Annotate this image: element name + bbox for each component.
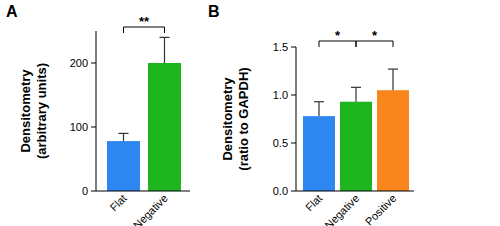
error-bar xyxy=(388,69,398,90)
y-axis-label: Densitometry xyxy=(220,77,235,161)
error-stem xyxy=(123,133,124,141)
y-tick-label: 1.0 xyxy=(273,89,288,101)
error-bar xyxy=(351,87,361,101)
y-tick-label: 200 xyxy=(70,57,88,69)
x-tick-label: Flat xyxy=(303,192,324,213)
y-axis-label: Densitometry xyxy=(18,69,33,153)
error-bar xyxy=(119,133,129,141)
x-tick-label: Negative xyxy=(322,192,361,226)
error-stem xyxy=(164,37,165,63)
error-stem xyxy=(355,87,356,101)
significance-bracket: * xyxy=(319,28,356,47)
y-axis-label: (ratio to GAPDH) xyxy=(236,67,251,170)
error-bar xyxy=(314,102,324,116)
y-tick-label: 1.5 xyxy=(273,41,288,53)
x-axis-line xyxy=(96,191,190,192)
significance-bracket: * xyxy=(356,28,393,47)
y-tick xyxy=(91,63,96,64)
bar xyxy=(148,63,181,191)
error-stem xyxy=(318,102,319,116)
x-tick-label: Flat xyxy=(107,192,128,213)
y-tick xyxy=(291,95,296,96)
significance-label: * xyxy=(372,28,378,43)
panel-label: A xyxy=(6,3,18,20)
error-cap xyxy=(160,37,170,38)
marks xyxy=(107,37,181,191)
error-cap xyxy=(351,87,361,88)
bar xyxy=(377,90,409,191)
panel-label: B xyxy=(208,3,220,20)
y-axis-line xyxy=(296,47,297,191)
marks xyxy=(303,69,409,191)
y-tick xyxy=(91,127,96,128)
significance-bracket: ** xyxy=(124,14,165,33)
error-stem xyxy=(392,69,393,90)
figure: ADensitometry(arbitrary units)0100200Fla… xyxy=(0,0,500,226)
error-cap xyxy=(388,68,398,69)
y-axis-line xyxy=(96,31,97,191)
bar xyxy=(107,141,140,191)
error-cap xyxy=(119,133,129,134)
y-tick-label: 0.5 xyxy=(273,137,288,149)
x-tick-label: Negative xyxy=(131,192,170,226)
y-tick-label: 0 xyxy=(82,185,88,197)
y-tick xyxy=(291,191,296,192)
error-cap xyxy=(314,101,324,102)
y-tick-label: 0.0 xyxy=(273,185,288,197)
bar xyxy=(340,102,372,191)
x-axis-line xyxy=(296,191,414,192)
bar xyxy=(303,116,335,191)
significance-label: * xyxy=(335,28,341,43)
y-tick xyxy=(291,47,296,48)
y-tick xyxy=(91,191,96,192)
y-tick-label: 100 xyxy=(70,121,88,133)
x-tick-label: Positive xyxy=(363,192,399,226)
y-tick xyxy=(291,143,296,144)
y-axis-label: (arbitrary units) xyxy=(34,63,49,159)
panel-0: A Densitometry(arbitrary units) 0 100 200 Fla… xyxy=(6,3,190,226)
panel-1: B Densitometry(ratio to GAPDH) 0.0 0.5 1.0 1.… xyxy=(208,3,414,226)
significance-label: ** xyxy=(139,14,150,29)
error-bar xyxy=(160,37,170,63)
